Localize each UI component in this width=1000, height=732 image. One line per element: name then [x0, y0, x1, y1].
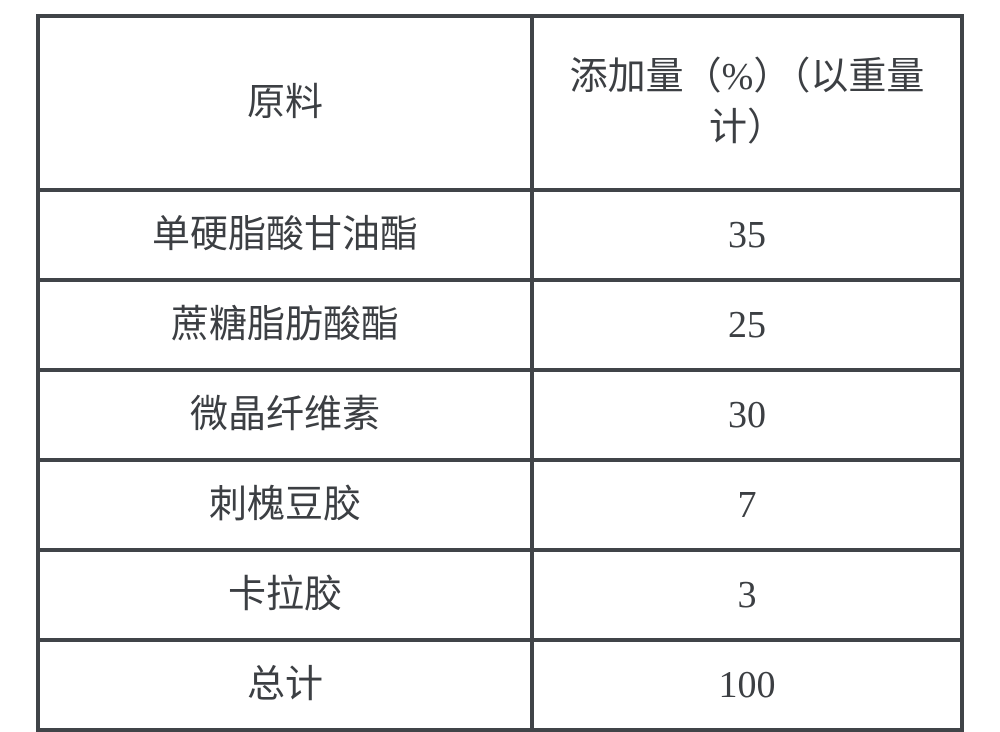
cell-total-amount: 100	[532, 640, 962, 730]
cell-material: 卡拉胶	[38, 550, 532, 640]
table-row: 单硬脂酸甘油酯 35	[38, 190, 962, 280]
cell-material: 蔗糖脂肪酸酯	[38, 280, 532, 370]
cell-amount: 35	[532, 190, 962, 280]
col-amount-header: 添加量（%）（以重量 计）	[532, 16, 962, 190]
cell-amount: 7	[532, 460, 962, 550]
cell-amount: 30	[532, 370, 962, 460]
table-row: 微晶纤维素 30	[38, 370, 962, 460]
col-material-header: 原料	[38, 16, 532, 190]
cell-material: 单硬脂酸甘油酯	[38, 190, 532, 280]
cell-amount: 3	[532, 550, 962, 640]
table-row: 刺槐豆胶 7	[38, 460, 962, 550]
page: 原料 添加量（%）（以重量 计） 单硬脂酸甘油酯 35 蔗糖脂肪酸酯 25 微晶…	[0, 0, 1000, 667]
cell-amount: 25	[532, 280, 962, 370]
cell-material: 刺槐豆胶	[38, 460, 532, 550]
col-amount-header-line1: 添加量（%）（以重量	[570, 56, 925, 98]
ingredients-table: 原料 添加量（%）（以重量 计） 单硬脂酸甘油酯 35 蔗糖脂肪酸酯 25 微晶…	[36, 14, 964, 732]
cell-material: 微晶纤维素	[38, 370, 532, 460]
table-row: 蔗糖脂肪酸酯 25	[38, 280, 962, 370]
table-row: 卡拉胶 3	[38, 550, 962, 640]
table-total-row: 总计 100	[38, 640, 962, 730]
col-amount-header-line2: 计）	[709, 107, 785, 149]
table-header-row: 原料 添加量（%）（以重量 计）	[38, 16, 962, 190]
cell-total-label: 总计	[38, 640, 532, 730]
